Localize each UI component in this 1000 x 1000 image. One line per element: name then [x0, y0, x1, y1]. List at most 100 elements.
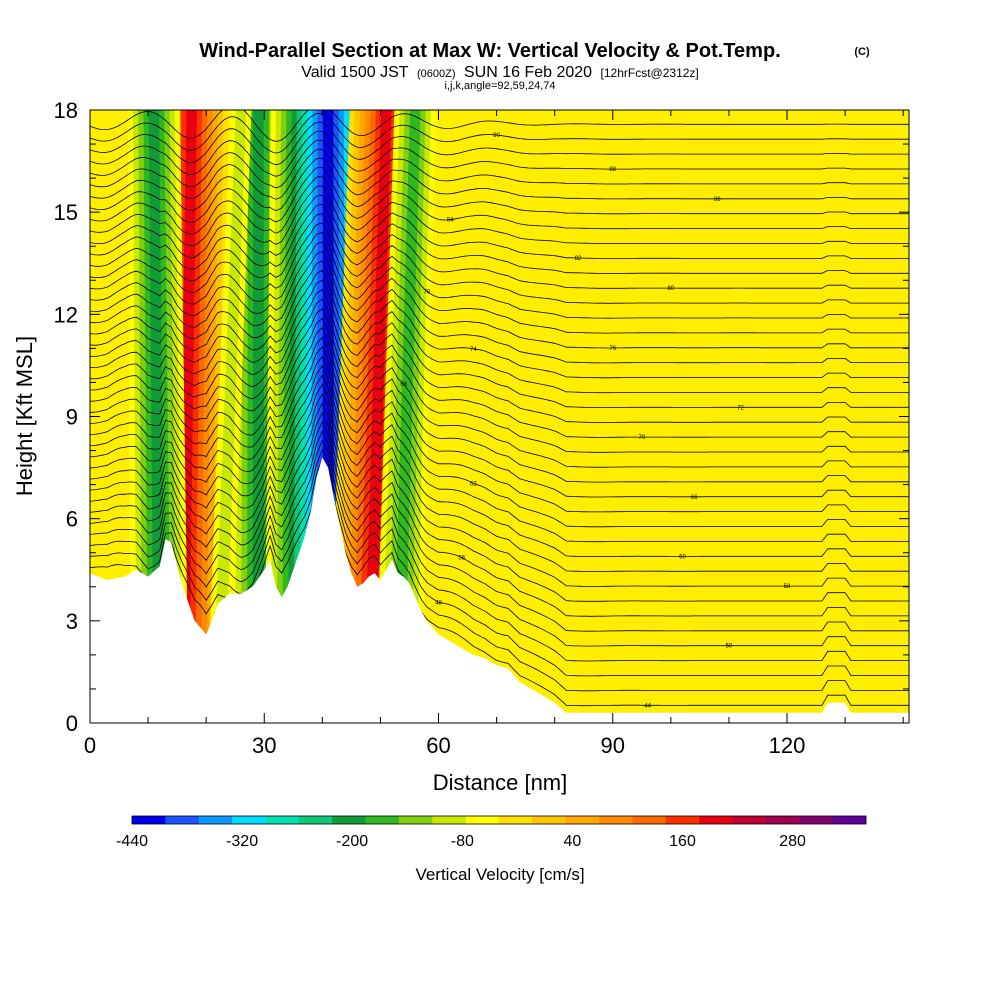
theta-contour-62 [90, 260, 909, 379]
colorbar-swatch [132, 816, 166, 824]
colorbar-label: -320 [226, 833, 258, 850]
theta-contour-94 [90, 112, 909, 154]
x-tick-label: 30 [252, 733, 276, 758]
theta-contour-label: 84 [447, 218, 454, 224]
theta-contour-labels: 44 48 50 56 58 60 62 66 68 70 72 74 76 78 80 82 84 86 88 90 [400, 133, 791, 709]
theta-contour-label: 82 [575, 256, 582, 262]
y-tick-label: 6 [66, 507, 78, 532]
theta-contour-58 [90, 279, 909, 408]
theta-contour-30 [90, 411, 909, 617]
colorbar-swatch [565, 816, 600, 824]
theta-contour-label: 76 [609, 346, 616, 352]
colorbar-label: -80 [451, 833, 474, 850]
theta-contour-38 [90, 374, 909, 557]
x-tick-label: 90 [601, 733, 625, 758]
theta-contour-24 [90, 439, 909, 662]
theta-contour-88 [90, 139, 909, 189]
theta-contour-label: 90 [493, 133, 500, 139]
chart-indices: i,j,k,angle=92,59,24,74 [444, 80, 555, 92]
theta-contour-56 [90, 289, 909, 423]
colorbar-swatch [265, 816, 300, 824]
theta-contours [90, 110, 909, 707]
theta-contour-96 [90, 110, 909, 142]
colorbar-swatch [532, 816, 567, 824]
colorbar-swatch [365, 816, 400, 824]
theta-contour-label: 66 [691, 495, 698, 501]
theta-contour-label: 68 [400, 382, 407, 388]
theta-contour-26 [90, 430, 909, 647]
theta-contour-label: 72 [737, 405, 744, 411]
chart-title: Wind-Parallel Section at Max W: Vertical… [199, 40, 780, 62]
theta-contour-52 [90, 308, 909, 453]
colorbar-swatch [732, 816, 767, 824]
colorbar-label: 280 [779, 833, 806, 850]
colorbar-label: -440 [116, 833, 148, 850]
theta-contour-72 [90, 213, 909, 304]
y-tick-label: 0 [66, 711, 78, 736]
theta-contour-40 [90, 365, 909, 543]
theta-contour-54 [90, 298, 909, 438]
colorbar-swatch [332, 816, 366, 824]
y-tick-label: 3 [66, 609, 78, 634]
theta-contour-50 [90, 317, 909, 468]
colorbar-swatch [632, 816, 667, 824]
wave-band-3-step-4 [252, 110, 265, 723]
theta-contour-36 [90, 383, 909, 572]
theta-contour-label: 44 [644, 703, 651, 709]
theta-contour-70 [90, 222, 909, 319]
theta-contour-64 [90, 251, 909, 364]
theta-contour-92 [90, 121, 909, 166]
theta-contour-label: 60 [679, 554, 686, 560]
subtitle-date: SUN 16 Feb 2020 [464, 64, 592, 81]
colorbar-swatch [599, 816, 633, 824]
y-tick-label: 12 [54, 302, 78, 327]
x-axis: 0 30 60 90 120 [84, 110, 904, 758]
theta-contour-86 [90, 148, 909, 200]
theta-contour-82 [90, 167, 909, 230]
theta-contour-label: 58 [784, 584, 791, 590]
subtitle-utc: (0600Z) [417, 68, 456, 80]
theta-contour-42 [90, 355, 909, 528]
velocity-field: 44 48 50 56 58 60 62 66 68 70 72 74 76 78 80 82 84 86 88 90 [90, 110, 909, 723]
colorbar-title: Vertical Velocity [cm/s] [415, 865, 584, 884]
theta-contour-label: 70 [638, 435, 645, 441]
colorbar-swatch [232, 816, 266, 824]
theta-contour-68 [90, 232, 909, 334]
theta-contour-74 [90, 204, 909, 289]
theta-contour-label: 50 [726, 644, 733, 650]
colorbar-swatch [499, 816, 533, 824]
theta-contour-78 [90, 185, 909, 259]
theta-contour-76 [90, 194, 909, 274]
colorbar-label: 40 [564, 833, 582, 850]
theta-contour-32 [90, 402, 909, 602]
chart-subtitle: Valid 1500 JST (0600Z) SUN 16 Feb 2020 [… [301, 64, 699, 81]
theta-contour-60 [90, 269, 909, 394]
colorbar-label: -200 [336, 833, 368, 850]
x-tick-label: 120 [769, 733, 806, 758]
theta-contour-label: 88 [609, 167, 616, 173]
y-tick-label: 18 [54, 98, 78, 123]
theta-contour-66 [90, 241, 909, 349]
colorbar-swatch [465, 816, 500, 824]
colorbar-frame [131, 815, 867, 825]
theta-contour-46 [90, 336, 909, 498]
colorbar-swatch [398, 816, 433, 824]
theta-contour-34 [90, 393, 909, 587]
theta-contour-label: 80 [668, 286, 675, 292]
colorbar-swatch [799, 816, 833, 824]
colorbar-swatch [198, 816, 233, 824]
theta-contour-22 [90, 448, 909, 677]
theta-contour-90 [90, 130, 909, 177]
theta-contour-28 [90, 421, 909, 632]
y-axis-title: Height [Kft MSL] [12, 336, 37, 496]
theta-contour-label: 78 [424, 290, 431, 296]
theta-contour-20 [90, 457, 909, 692]
x-tick-label: 60 [426, 733, 450, 758]
colorbar-swatch [832, 816, 867, 824]
chart-title-mark: (C) [854, 46, 870, 58]
theta-contour-48 [90, 327, 909, 483]
wave-bands [127, 110, 437, 723]
y-tick-label: 9 [66, 405, 78, 430]
theta-contour-label: 86 [714, 197, 721, 203]
